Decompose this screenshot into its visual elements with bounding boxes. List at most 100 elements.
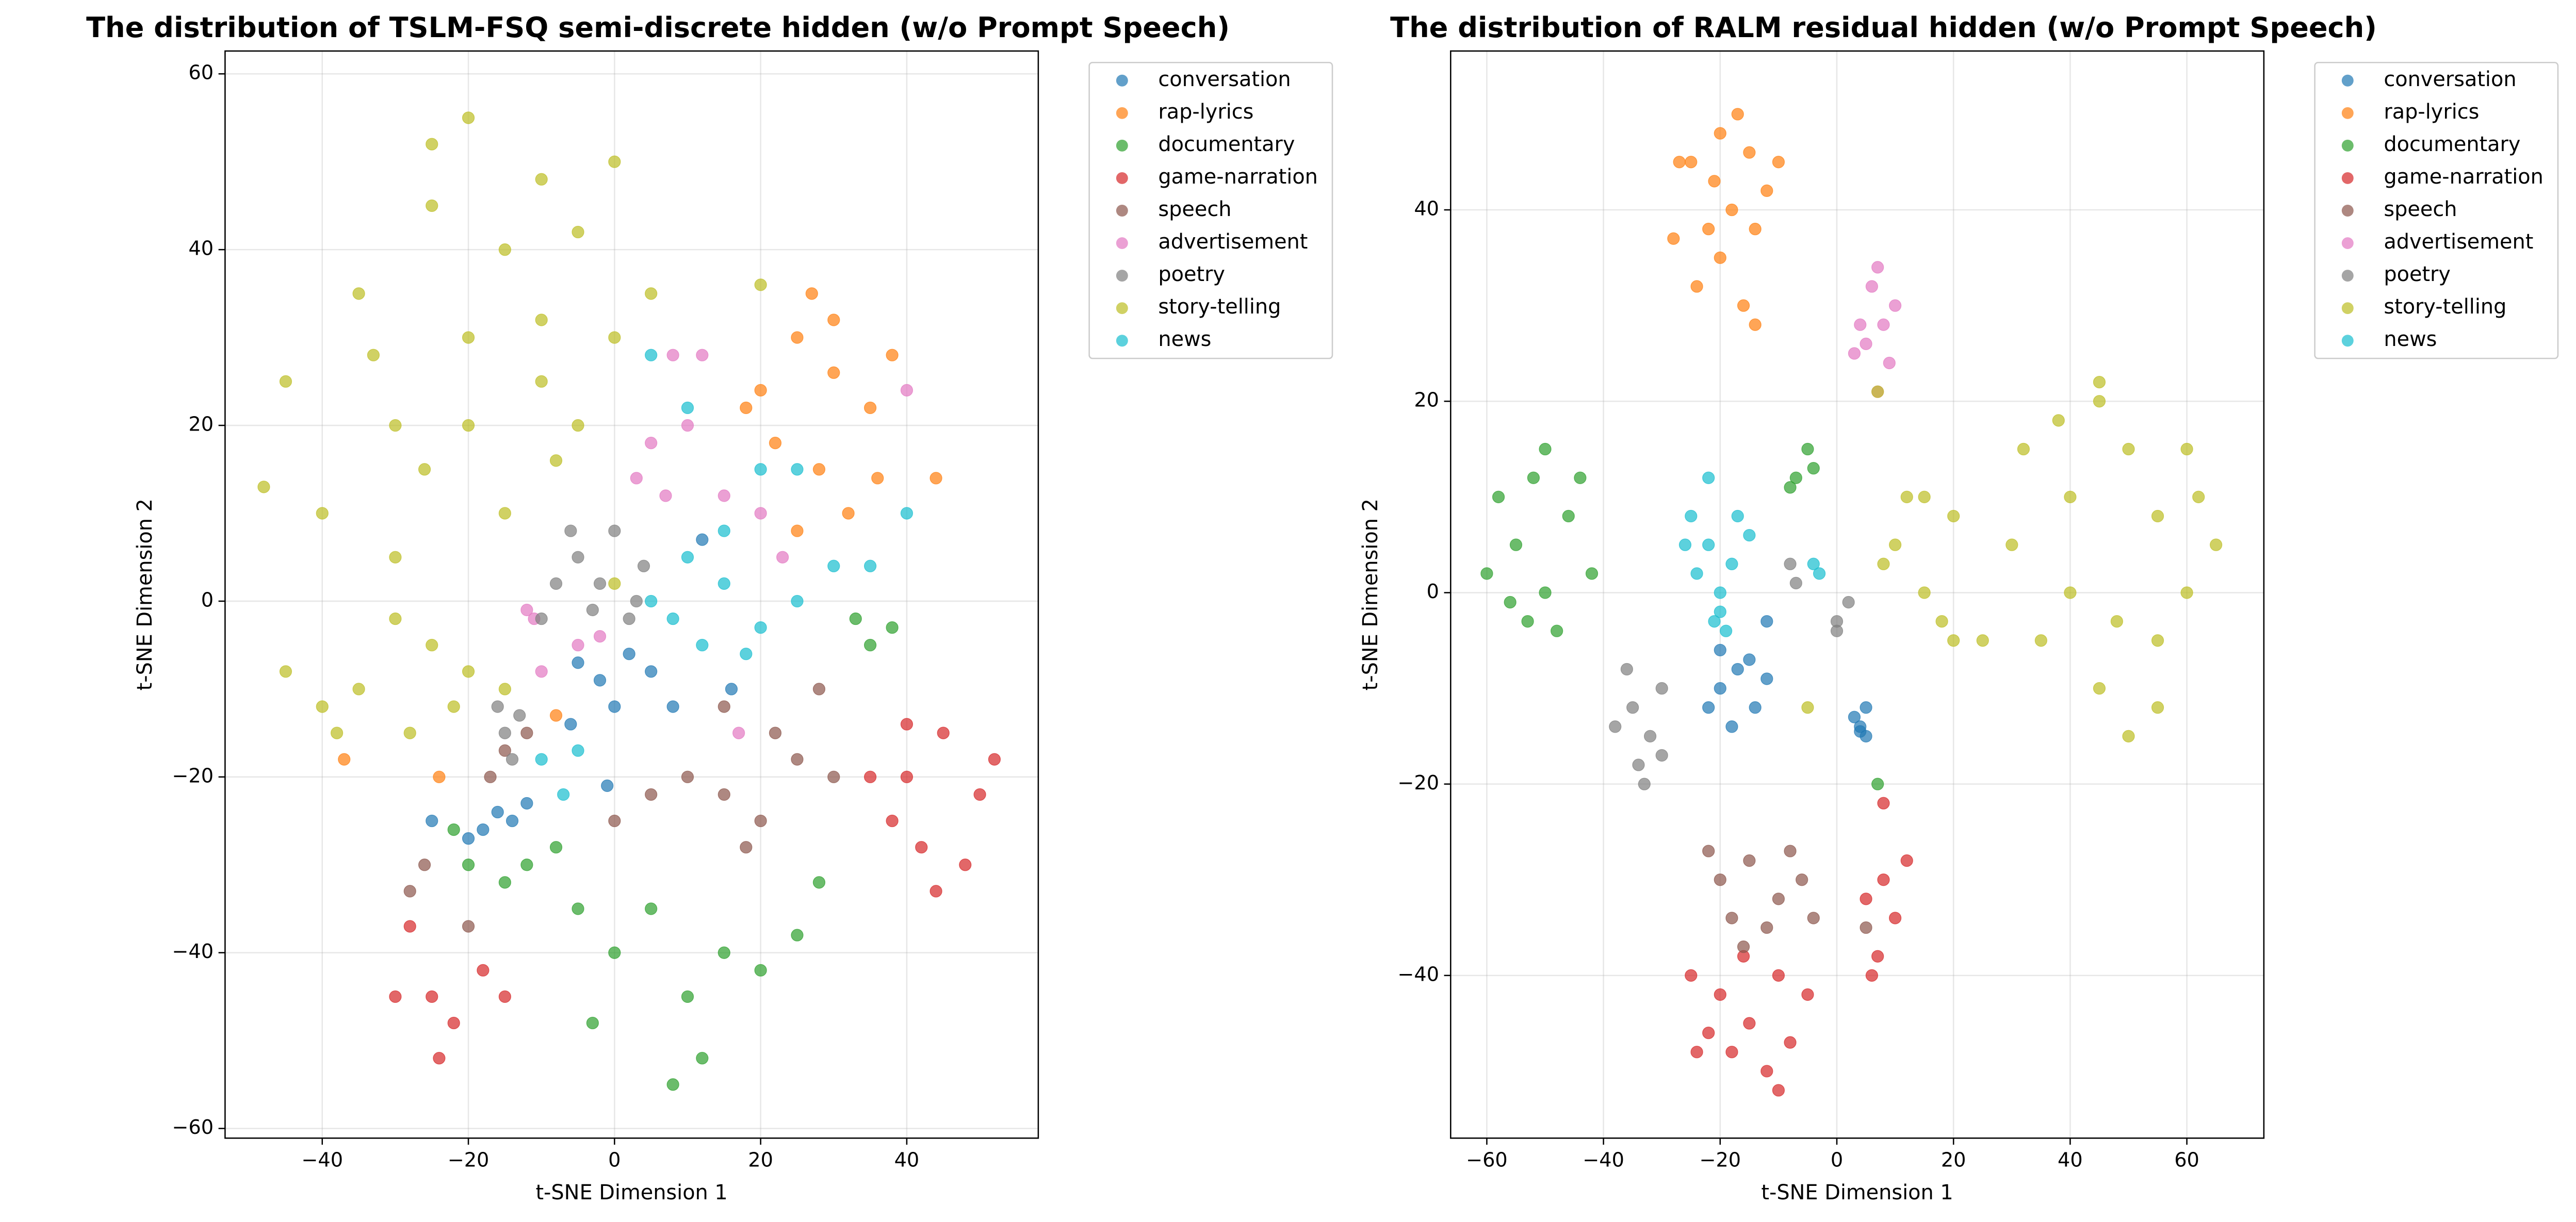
scatter-point	[1585, 567, 1599, 580]
legend-box	[1088, 61, 1333, 359]
scatter-point	[718, 700, 730, 713]
scatter-point	[1626, 701, 1639, 714]
scatter-point	[2093, 395, 2106, 408]
scatter-point	[1655, 682, 1668, 695]
scatter-point	[791, 331, 804, 344]
scatter-point	[725, 683, 738, 696]
scatter-point	[1678, 538, 1692, 551]
scatter-point	[1731, 663, 1744, 676]
scatter-point	[593, 630, 607, 643]
legend-label: story-telling	[1158, 295, 1281, 319]
scatter-point	[1539, 442, 1552, 456]
legend-marker	[2341, 139, 2354, 152]
scatter-point	[506, 753, 519, 766]
scatter-point	[805, 287, 818, 300]
scatter-point	[549, 841, 563, 854]
scatter-point	[645, 349, 658, 361]
scatter-point	[1667, 232, 1680, 245]
scatter-point	[1527, 471, 1540, 484]
scatter-point	[681, 990, 694, 1003]
scatter-point	[1784, 1036, 1797, 1049]
scatter-point	[886, 621, 899, 634]
scatter-point	[462, 111, 475, 124]
scatter-point	[316, 507, 329, 520]
scatter-point	[2064, 490, 2077, 503]
legend-marker	[2341, 335, 2354, 347]
scatter-point	[1877, 873, 1890, 886]
scatter-point	[1685, 156, 1698, 169]
y-tick-label: 40	[188, 238, 214, 260]
scatter-point	[403, 885, 416, 898]
scatter-point	[718, 524, 730, 537]
scatter-point	[2192, 490, 2205, 503]
scatter-point	[498, 683, 511, 696]
scatter-point	[2151, 509, 2164, 523]
scatter-point	[1854, 725, 1867, 738]
legend-marker	[2341, 302, 2354, 315]
scatter-point	[389, 612, 402, 625]
scatter-point	[608, 946, 621, 959]
scatter-point	[1643, 730, 1657, 742]
chart-title: The distribution of RALM residual hidden…	[1390, 11, 2377, 44]
legend-label: news	[1158, 327, 1211, 351]
scatter-point	[696, 533, 709, 546]
scatter-point	[930, 885, 942, 898]
legend-label: rap-lyrics	[2384, 100, 2479, 124]
scatter-point	[740, 841, 753, 854]
scatter-point	[506, 814, 519, 828]
scatter-point	[2093, 376, 2106, 389]
scatter-point	[754, 621, 767, 634]
scatter-point	[2180, 442, 2193, 456]
scatter-point	[1900, 854, 1913, 867]
scatter-point	[1702, 223, 1715, 236]
legend-marker	[1116, 205, 1128, 217]
x-tick-label: 40	[894, 1149, 920, 1171]
scatter-point	[367, 349, 380, 361]
scatter-point	[601, 779, 614, 792]
scatter-point	[1743, 146, 1756, 159]
legend-label: game-narration	[2384, 165, 2544, 189]
y-tick-label: −40	[1397, 963, 1439, 986]
x-tick-label: −20	[1699, 1149, 1741, 1171]
scatter-point	[1789, 576, 1802, 589]
scatter-point	[2110, 615, 2123, 628]
scatter-point	[1888, 299, 1902, 312]
scatter-point	[1918, 586, 1931, 599]
scatter-point	[937, 726, 950, 739]
scatter-point	[498, 990, 511, 1003]
legend-box	[2314, 61, 2559, 359]
axes-frame	[1450, 50, 2265, 1139]
legend-marker	[2341, 172, 2354, 184]
scatter-point	[593, 577, 607, 590]
scatter-point	[1854, 318, 1867, 331]
scatter-point	[740, 648, 753, 660]
legend-label: documentary	[1158, 133, 1295, 156]
scatter-point	[1900, 490, 1913, 503]
scatter-point	[754, 507, 767, 520]
scatter-point	[1731, 509, 1744, 523]
legend-marker	[2341, 205, 2354, 217]
scatter-point	[572, 639, 584, 652]
scatter-point	[754, 384, 767, 397]
scatter-point	[593, 674, 607, 687]
legend-label: speech	[2384, 197, 2457, 221]
scatter-point	[1807, 912, 1820, 924]
scatter-point	[608, 155, 621, 168]
scatter-point	[900, 384, 914, 397]
x-tick-label: 0	[608, 1149, 621, 1171]
scatter-point	[1685, 509, 1698, 523]
y-tick-label: 20	[188, 414, 214, 436]
scatter-point	[1772, 1084, 1785, 1097]
legend-marker	[1116, 302, 1128, 315]
scatter-point	[389, 551, 402, 564]
scatter-point	[1888, 538, 1902, 551]
scatter-point	[666, 612, 679, 625]
scatter-point	[1813, 567, 1826, 580]
y-tick-label: 60	[188, 62, 214, 85]
scatter-point	[426, 990, 438, 1003]
scatter-point	[1731, 108, 1744, 121]
scatter-point	[645, 287, 658, 300]
legend-label: speech	[1158, 197, 1231, 221]
scatter-point	[608, 577, 621, 590]
scatter-point	[1714, 988, 1726, 1001]
